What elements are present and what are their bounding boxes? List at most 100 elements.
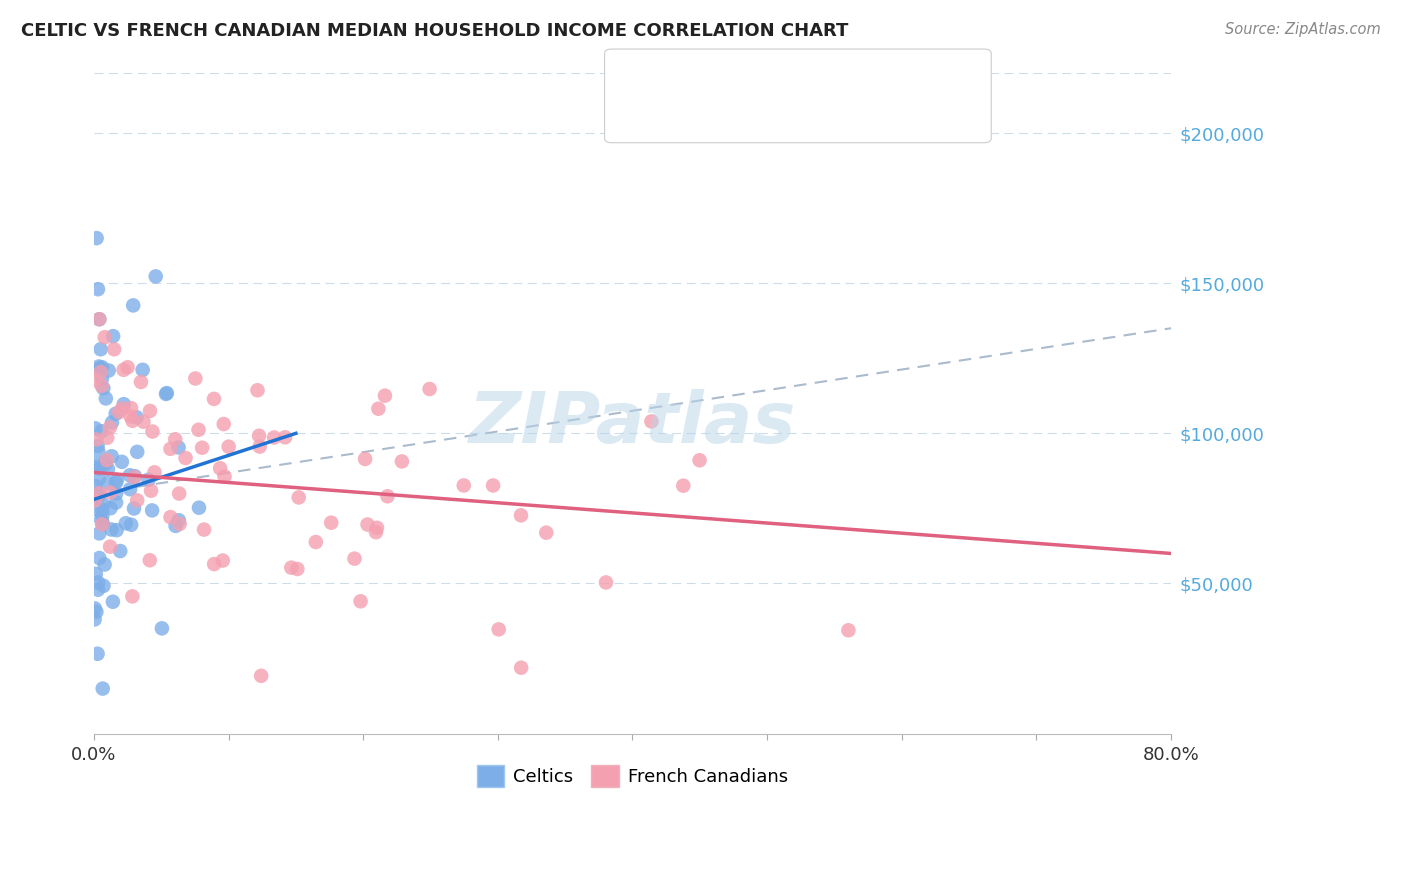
Point <box>141 425 163 439</box>
Point <box>209 461 232 475</box>
Point <box>640 414 662 428</box>
Point <box>101 329 124 343</box>
Point <box>100 450 122 464</box>
Point <box>93 330 115 344</box>
Point <box>111 455 134 469</box>
Point <box>112 363 135 377</box>
Point <box>165 432 187 446</box>
Point <box>366 521 388 535</box>
Point <box>104 407 127 421</box>
Point <box>131 363 153 377</box>
Point <box>100 523 122 537</box>
Point <box>118 468 141 483</box>
Point <box>93 381 115 395</box>
Point <box>159 510 181 524</box>
Point <box>218 440 240 454</box>
Text: N = 80: N = 80 <box>858 70 925 87</box>
Point <box>132 415 155 429</box>
Point <box>97 462 120 476</box>
Point <box>84 479 107 493</box>
Point <box>305 535 328 549</box>
Point <box>139 404 162 418</box>
Point <box>287 491 309 505</box>
Point <box>108 405 131 419</box>
Point <box>86 605 108 619</box>
Point <box>138 473 160 487</box>
Point <box>93 558 115 572</box>
Point <box>90 365 112 379</box>
Point <box>91 502 114 516</box>
Point <box>93 579 115 593</box>
Point <box>167 486 190 500</box>
Point <box>89 526 111 541</box>
Point <box>87 359 110 374</box>
Point <box>488 623 510 637</box>
Point <box>285 562 308 576</box>
Point <box>83 601 105 615</box>
Point <box>96 453 118 467</box>
Point <box>184 371 207 385</box>
Point <box>105 486 128 500</box>
Point <box>354 452 377 467</box>
Point <box>127 493 149 508</box>
Point <box>87 282 110 296</box>
Point <box>188 500 211 515</box>
Point <box>165 519 187 533</box>
Point <box>595 575 617 590</box>
Point <box>91 508 114 523</box>
Point <box>97 363 120 377</box>
Point <box>105 523 128 537</box>
Point <box>391 454 413 468</box>
Point <box>86 231 108 245</box>
Point <box>121 590 143 604</box>
Point <box>367 401 389 416</box>
Point <box>280 560 302 574</box>
Point <box>98 540 121 554</box>
Point <box>89 361 111 376</box>
Point <box>94 455 117 469</box>
Point <box>87 489 110 503</box>
Point <box>120 401 142 416</box>
Point <box>124 470 146 484</box>
Point <box>145 269 167 284</box>
Point <box>343 551 366 566</box>
Point <box>84 460 107 475</box>
Point <box>510 508 533 523</box>
Point <box>193 523 215 537</box>
Point <box>89 312 111 326</box>
Point <box>100 485 122 500</box>
Point <box>84 421 107 435</box>
Point <box>84 566 107 581</box>
Point <box>174 450 197 465</box>
Point <box>101 416 124 430</box>
Point <box>249 440 271 454</box>
Point <box>117 360 139 375</box>
Point <box>167 513 190 527</box>
Point <box>837 624 859 638</box>
Point <box>139 553 162 567</box>
Point <box>274 430 297 444</box>
Point <box>84 502 107 516</box>
Point <box>156 386 179 401</box>
Point <box>97 476 120 491</box>
Point <box>86 486 108 500</box>
Point <box>419 382 441 396</box>
Point <box>87 575 110 590</box>
Point <box>127 445 149 459</box>
Point <box>510 661 533 675</box>
Point <box>91 516 114 531</box>
Point <box>90 343 112 357</box>
Point <box>86 439 108 453</box>
Point <box>214 469 236 483</box>
Text: N = 82: N = 82 <box>858 119 925 136</box>
Point <box>349 594 371 608</box>
Point <box>672 478 695 492</box>
Point <box>129 375 152 389</box>
Point <box>90 425 112 439</box>
Point <box>202 392 225 406</box>
Text: CELTIC VS FRENCH CANADIAN MEDIAN HOUSEHOLD INCOME CORRELATION CHART: CELTIC VS FRENCH CANADIAN MEDIAN HOUSEHO… <box>21 22 848 40</box>
Point <box>103 343 125 357</box>
Point <box>139 483 162 498</box>
Point <box>87 486 110 500</box>
Point <box>120 482 142 496</box>
